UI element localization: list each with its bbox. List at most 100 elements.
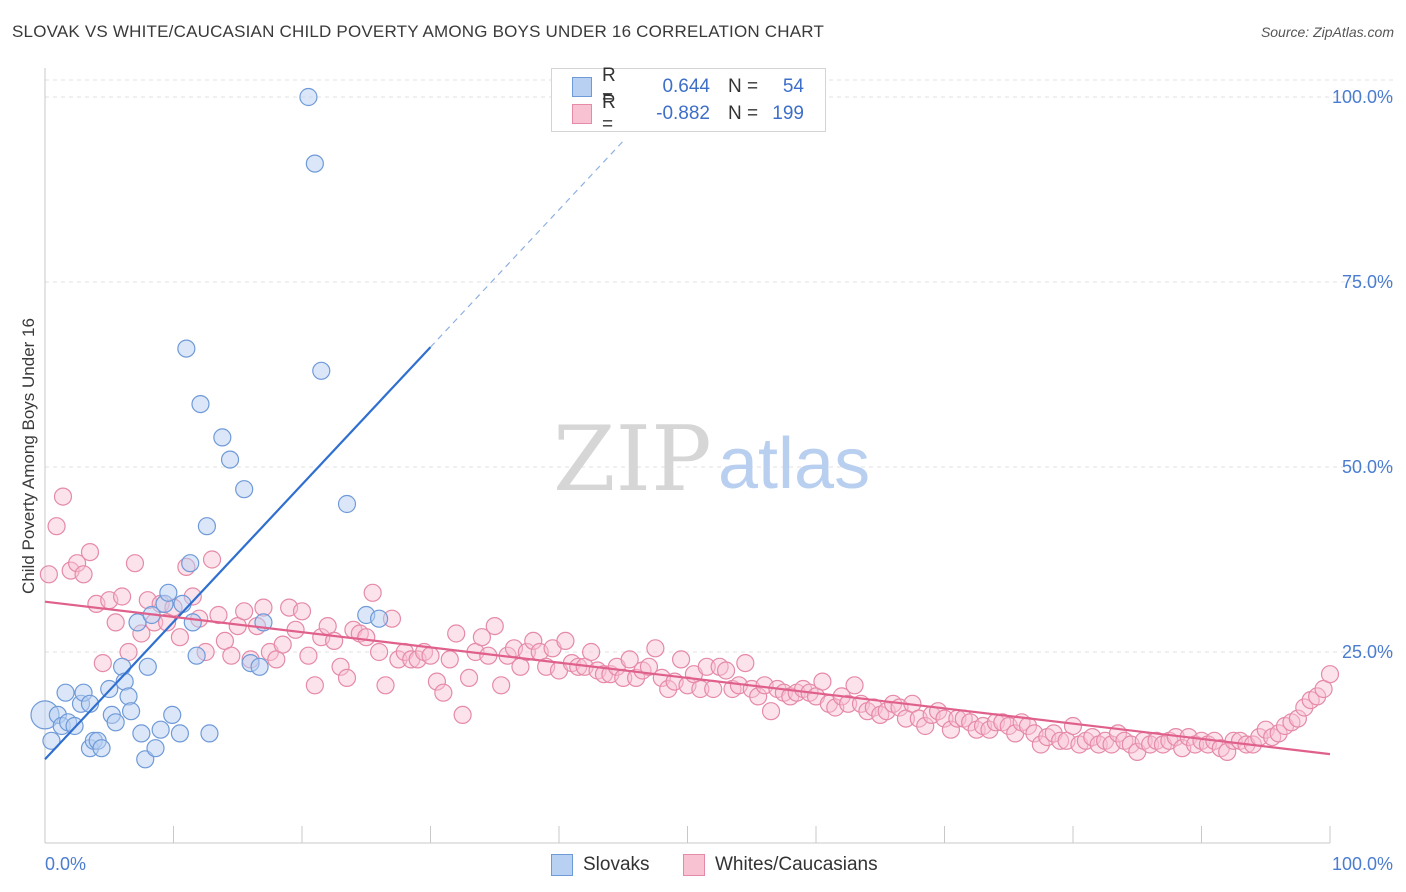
point-whites bbox=[292, 602, 312, 621]
point-whites bbox=[845, 676, 864, 695]
point-whites bbox=[459, 668, 479, 688]
point-whites bbox=[1295, 698, 1314, 717]
point-whites bbox=[1308, 687, 1327, 706]
legend-n-label: N = bbox=[728, 76, 759, 97]
point-whites bbox=[39, 565, 58, 584]
point-slovaks bbox=[56, 683, 75, 702]
point-whites bbox=[363, 583, 382, 602]
point-whites bbox=[1063, 716, 1083, 736]
y-tick-label-100: 100.0% bbox=[1332, 87, 1393, 107]
x-tick-label-max: 100.0% bbox=[1332, 854, 1393, 874]
point-whites bbox=[125, 554, 145, 573]
point-whites bbox=[1218, 742, 1237, 762]
y-axis-label: Child Poverty Among Boys Under 16 bbox=[19, 318, 38, 594]
point-whites bbox=[337, 668, 357, 688]
point-whites bbox=[447, 624, 466, 643]
bottom-legend-swatch-whites bbox=[683, 854, 705, 876]
point-whites bbox=[421, 646, 440, 665]
point-whites bbox=[646, 639, 665, 658]
point-slovaks bbox=[132, 724, 151, 743]
point-whites bbox=[68, 554, 87, 573]
trendlines bbox=[44, 140, 1331, 761]
point-slovaks bbox=[220, 450, 240, 469]
point-slovaks bbox=[305, 154, 324, 173]
watermark: ZIP atlas bbox=[553, 407, 870, 512]
point-slovaks bbox=[200, 724, 219, 743]
point-slovaks bbox=[187, 646, 206, 665]
y-tick-labels: 25.0% 50.0% 75.0% 100.0% bbox=[1332, 87, 1393, 662]
legend-r-value: -0.882 bbox=[656, 103, 710, 124]
point-whites bbox=[222, 646, 241, 665]
point-whites bbox=[80, 542, 100, 562]
trendline-whites bbox=[44, 600, 1331, 756]
point-whites bbox=[389, 650, 408, 669]
point-whites bbox=[761, 702, 781, 721]
point-slovaks bbox=[191, 395, 210, 414]
legend-n-label: N = bbox=[728, 103, 759, 124]
point-whites bbox=[235, 602, 254, 621]
point-whites bbox=[93, 653, 112, 673]
point-slovaks bbox=[370, 609, 389, 628]
point-whites bbox=[202, 550, 222, 569]
legend-r-value: 0.644 bbox=[662, 76, 710, 97]
point-slovaks bbox=[173, 594, 192, 614]
point-whites bbox=[704, 679, 723, 699]
point-whites bbox=[74, 565, 93, 584]
bottom-legend-swatch-slovaks bbox=[551, 854, 573, 876]
point-whites bbox=[434, 683, 453, 702]
point-whites bbox=[472, 628, 491, 647]
point-slovaks bbox=[128, 613, 147, 632]
point-slovaks bbox=[121, 702, 141, 721]
point-whites bbox=[357, 628, 376, 647]
point-whites bbox=[517, 642, 536, 662]
y-tick-label-50: 50.0% bbox=[1342, 457, 1393, 477]
point-slovaks bbox=[213, 428, 232, 447]
point-whites bbox=[916, 716, 935, 736]
point-slovaks bbox=[337, 494, 357, 514]
point-whites bbox=[582, 642, 601, 662]
point-whites bbox=[376, 676, 395, 695]
point-whites bbox=[1031, 735, 1050, 754]
point-whites bbox=[299, 646, 318, 665]
bottom-legend-whites: Whites/Caucasians bbox=[683, 852, 878, 878]
point-slovaks bbox=[163, 705, 182, 725]
point-whites bbox=[620, 650, 639, 669]
point-whites bbox=[305, 676, 324, 695]
point-whites bbox=[1051, 731, 1070, 750]
point-whites bbox=[626, 668, 646, 688]
legend: R = 0.644 N = 54 R = -0.882 N = 199 bbox=[551, 65, 826, 135]
point-slovaks bbox=[177, 339, 196, 358]
series-slovaks-points bbox=[30, 87, 389, 769]
trendline-slovaks bbox=[44, 346, 432, 761]
point-whites bbox=[556, 631, 575, 651]
bottom-legend-label-whites: Whites/Caucasians bbox=[715, 854, 878, 875]
point-whites bbox=[1269, 724, 1288, 743]
legend-row-whites: R = -0.882 N = 199 bbox=[572, 92, 804, 135]
point-whites bbox=[427, 672, 447, 691]
legend-n-value: 199 bbox=[772, 103, 804, 124]
y-tick-label-75: 75.0% bbox=[1342, 272, 1393, 292]
point-whites bbox=[453, 705, 472, 725]
point-slovaks bbox=[146, 739, 165, 758]
point-slovaks bbox=[250, 657, 269, 676]
point-whites bbox=[492, 676, 511, 695]
legend-row-slovaks: R = 0.644 N = 54 bbox=[572, 65, 804, 108]
point-whites bbox=[659, 679, 678, 699]
bottom-legend-label-slovaks: Slovaks bbox=[583, 854, 650, 875]
trendline-slovaks-extension bbox=[430, 140, 624, 348]
point-whites bbox=[106, 613, 125, 632]
legend-n-value: 54 bbox=[782, 76, 804, 97]
point-slovaks bbox=[112, 657, 132, 676]
legend-r-label: R = bbox=[602, 65, 616, 108]
point-whites bbox=[112, 587, 132, 606]
point-whites bbox=[839, 694, 858, 713]
point-slovaks bbox=[170, 724, 190, 743]
point-slovaks bbox=[42, 731, 61, 750]
point-whites bbox=[941, 720, 961, 739]
point-slovaks bbox=[299, 87, 318, 107]
point-whites bbox=[209, 605, 228, 625]
y-tick-label-25: 25.0% bbox=[1342, 642, 1393, 662]
point-whites bbox=[671, 650, 691, 669]
point-whites bbox=[524, 631, 543, 651]
gridlines bbox=[45, 79, 1393, 653]
